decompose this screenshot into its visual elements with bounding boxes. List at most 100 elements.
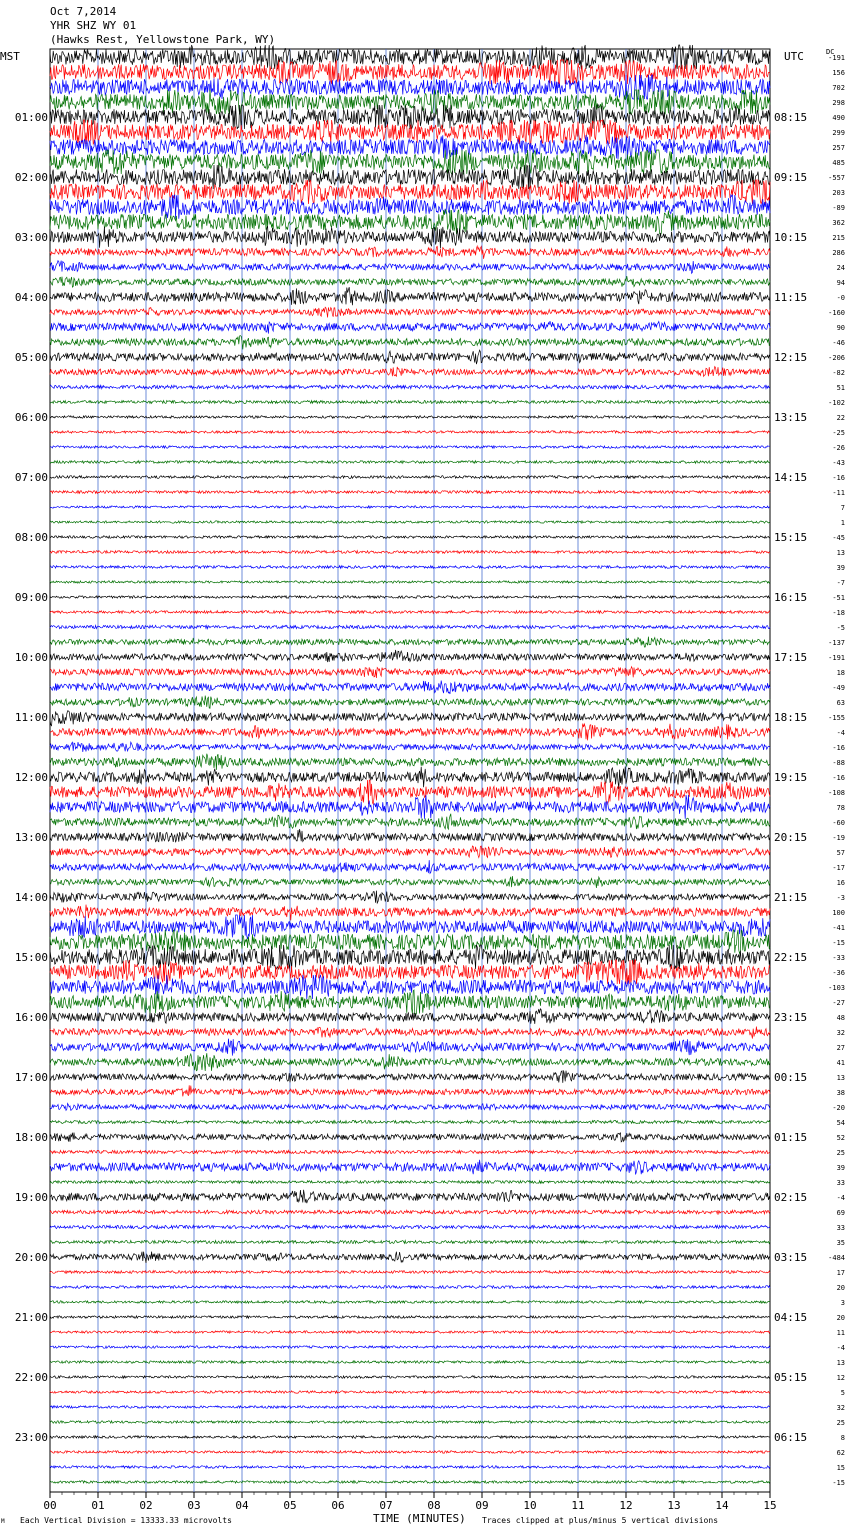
right-hour-label: 21:15 bbox=[774, 891, 807, 904]
dc-offset-label: 25 bbox=[837, 1149, 845, 1157]
trace-row bbox=[49, 1389, 771, 1395]
x-tick-label: 06 bbox=[331, 1499, 344, 1512]
x-tick-label: 07 bbox=[379, 1499, 392, 1512]
left-hour-label: 13:00 bbox=[15, 831, 48, 844]
trace-row bbox=[49, 609, 771, 615]
trace-row bbox=[49, 365, 771, 378]
right-hour-label: 14:15 bbox=[774, 471, 807, 484]
dc-offset-label: -43 bbox=[832, 459, 845, 467]
x-tick-label: 03 bbox=[187, 1499, 200, 1512]
trace-row bbox=[49, 989, 771, 1015]
dc-offset-label: -11 bbox=[832, 489, 845, 497]
trace-row bbox=[49, 890, 771, 905]
dc-offset-label: 33 bbox=[837, 1179, 845, 1187]
trace-row bbox=[49, 134, 771, 160]
dc-offset-label: 7 bbox=[841, 504, 845, 512]
dc-offset-label: -160 bbox=[828, 309, 845, 317]
trace-row bbox=[49, 1085, 771, 1097]
dc-offset-label: -15 bbox=[832, 939, 845, 947]
x-axis-label: TIME (MINUTES) bbox=[373, 1512, 466, 1525]
right-hour-label: 16:15 bbox=[774, 591, 807, 604]
trace-row bbox=[49, 1052, 771, 1072]
x-tick-label: 00 bbox=[43, 1499, 56, 1512]
left-hour-label: 16:00 bbox=[15, 1011, 48, 1024]
trace-row bbox=[49, 1102, 771, 1112]
dc-offset-label: 215 bbox=[832, 234, 845, 242]
trace-row bbox=[49, 564, 771, 570]
dc-offset-label: -17 bbox=[832, 864, 845, 872]
trace-row bbox=[49, 904, 771, 921]
left-hour-label: 04:00 bbox=[15, 291, 48, 304]
trace-row bbox=[49, 59, 771, 86]
trace-row bbox=[49, 275, 771, 288]
dc-offset-label: 32 bbox=[837, 1029, 845, 1037]
dc-offset-label: 13 bbox=[837, 1359, 845, 1367]
trace-row bbox=[49, 875, 771, 889]
trace-row bbox=[49, 1159, 771, 1175]
x-tick-label: 10 bbox=[523, 1499, 536, 1512]
trace-row bbox=[49, 1239, 771, 1245]
trace-row bbox=[49, 489, 771, 495]
left-hour-label: 06:00 bbox=[15, 411, 48, 424]
dc-offset-label: 3 bbox=[841, 1299, 845, 1307]
trace-row bbox=[49, 753, 771, 770]
dc-offset-label: 18 bbox=[837, 669, 845, 677]
left-hour-label: 09:00 bbox=[15, 591, 48, 604]
x-tick-label: 15 bbox=[763, 1499, 776, 1512]
dc-offset-label: 5 bbox=[841, 1389, 845, 1397]
trace-row bbox=[49, 1404, 771, 1410]
right-timezone-label: UTC bbox=[784, 50, 804, 63]
left-hour-label: 22:00 bbox=[15, 1371, 48, 1384]
dc-offset-label: -45 bbox=[832, 534, 845, 542]
dc-offset-label: 156 bbox=[832, 69, 845, 77]
dc-offset-label: 35 bbox=[837, 1239, 845, 1247]
trace-row bbox=[49, 383, 771, 391]
trace-row bbox=[49, 594, 771, 600]
dc-offset-label: -60 bbox=[832, 819, 845, 827]
dc-offset-label: 27 bbox=[837, 1044, 845, 1052]
trace-row bbox=[49, 1434, 771, 1440]
dc-offset-label: 39 bbox=[837, 1164, 845, 1172]
trace-row bbox=[49, 1344, 771, 1350]
left-timezone-label: MST bbox=[0, 50, 20, 63]
right-hour-label: 20:15 bbox=[774, 831, 807, 844]
dc-offset-label: 100 bbox=[832, 909, 845, 917]
dc-offset-label: -206 bbox=[828, 354, 845, 362]
left-hour-label: 19:00 bbox=[15, 1191, 48, 1204]
trace-row bbox=[49, 178, 771, 206]
dc-label: DC bbox=[826, 48, 835, 56]
right-hour-label: 00:15 bbox=[774, 1071, 807, 1084]
right-hour-label: 05:15 bbox=[774, 1371, 807, 1384]
trace-row bbox=[49, 1314, 771, 1320]
trace-row bbox=[49, 119, 771, 146]
dc-offset-label: -191 bbox=[828, 654, 845, 662]
x-tick-label: 02 bbox=[139, 1499, 152, 1512]
dc-offset-label: 63 bbox=[837, 699, 845, 707]
dc-offset-label: -36 bbox=[832, 969, 845, 977]
right-hour-label: 04:15 bbox=[774, 1311, 807, 1324]
dc-offset-label: 298 bbox=[832, 99, 845, 107]
left-hour-label: 07:00 bbox=[15, 471, 48, 484]
trace-row bbox=[49, 1269, 771, 1275]
dc-offset-label: 702 bbox=[832, 84, 845, 92]
left-hour-label: 11:00 bbox=[15, 711, 48, 724]
left-hour-label: 01:00 bbox=[15, 111, 48, 124]
trace-row bbox=[49, 1070, 771, 1083]
right-hour-label: 01:15 bbox=[774, 1131, 807, 1144]
dc-offset-label: -7 bbox=[837, 579, 845, 587]
trace-row bbox=[49, 549, 771, 555]
trace-row bbox=[49, 580, 771, 585]
dc-offset-label: -49 bbox=[832, 684, 845, 692]
right-hour-label: 02:15 bbox=[774, 1191, 807, 1204]
trace-row bbox=[49, 349, 771, 365]
left-hour-label: 18:00 bbox=[15, 1131, 48, 1144]
dc-offset-label: 203 bbox=[832, 189, 845, 197]
dc-offset-label: -3 bbox=[837, 894, 845, 902]
trace-row bbox=[49, 1038, 771, 1056]
x-tick-label: 08 bbox=[427, 1499, 440, 1512]
dc-offset-label: 485 bbox=[832, 159, 845, 167]
dc-offset-label: 11 bbox=[837, 1329, 845, 1337]
dc-offset-label: -16 bbox=[832, 744, 845, 752]
trace-row bbox=[49, 504, 771, 510]
